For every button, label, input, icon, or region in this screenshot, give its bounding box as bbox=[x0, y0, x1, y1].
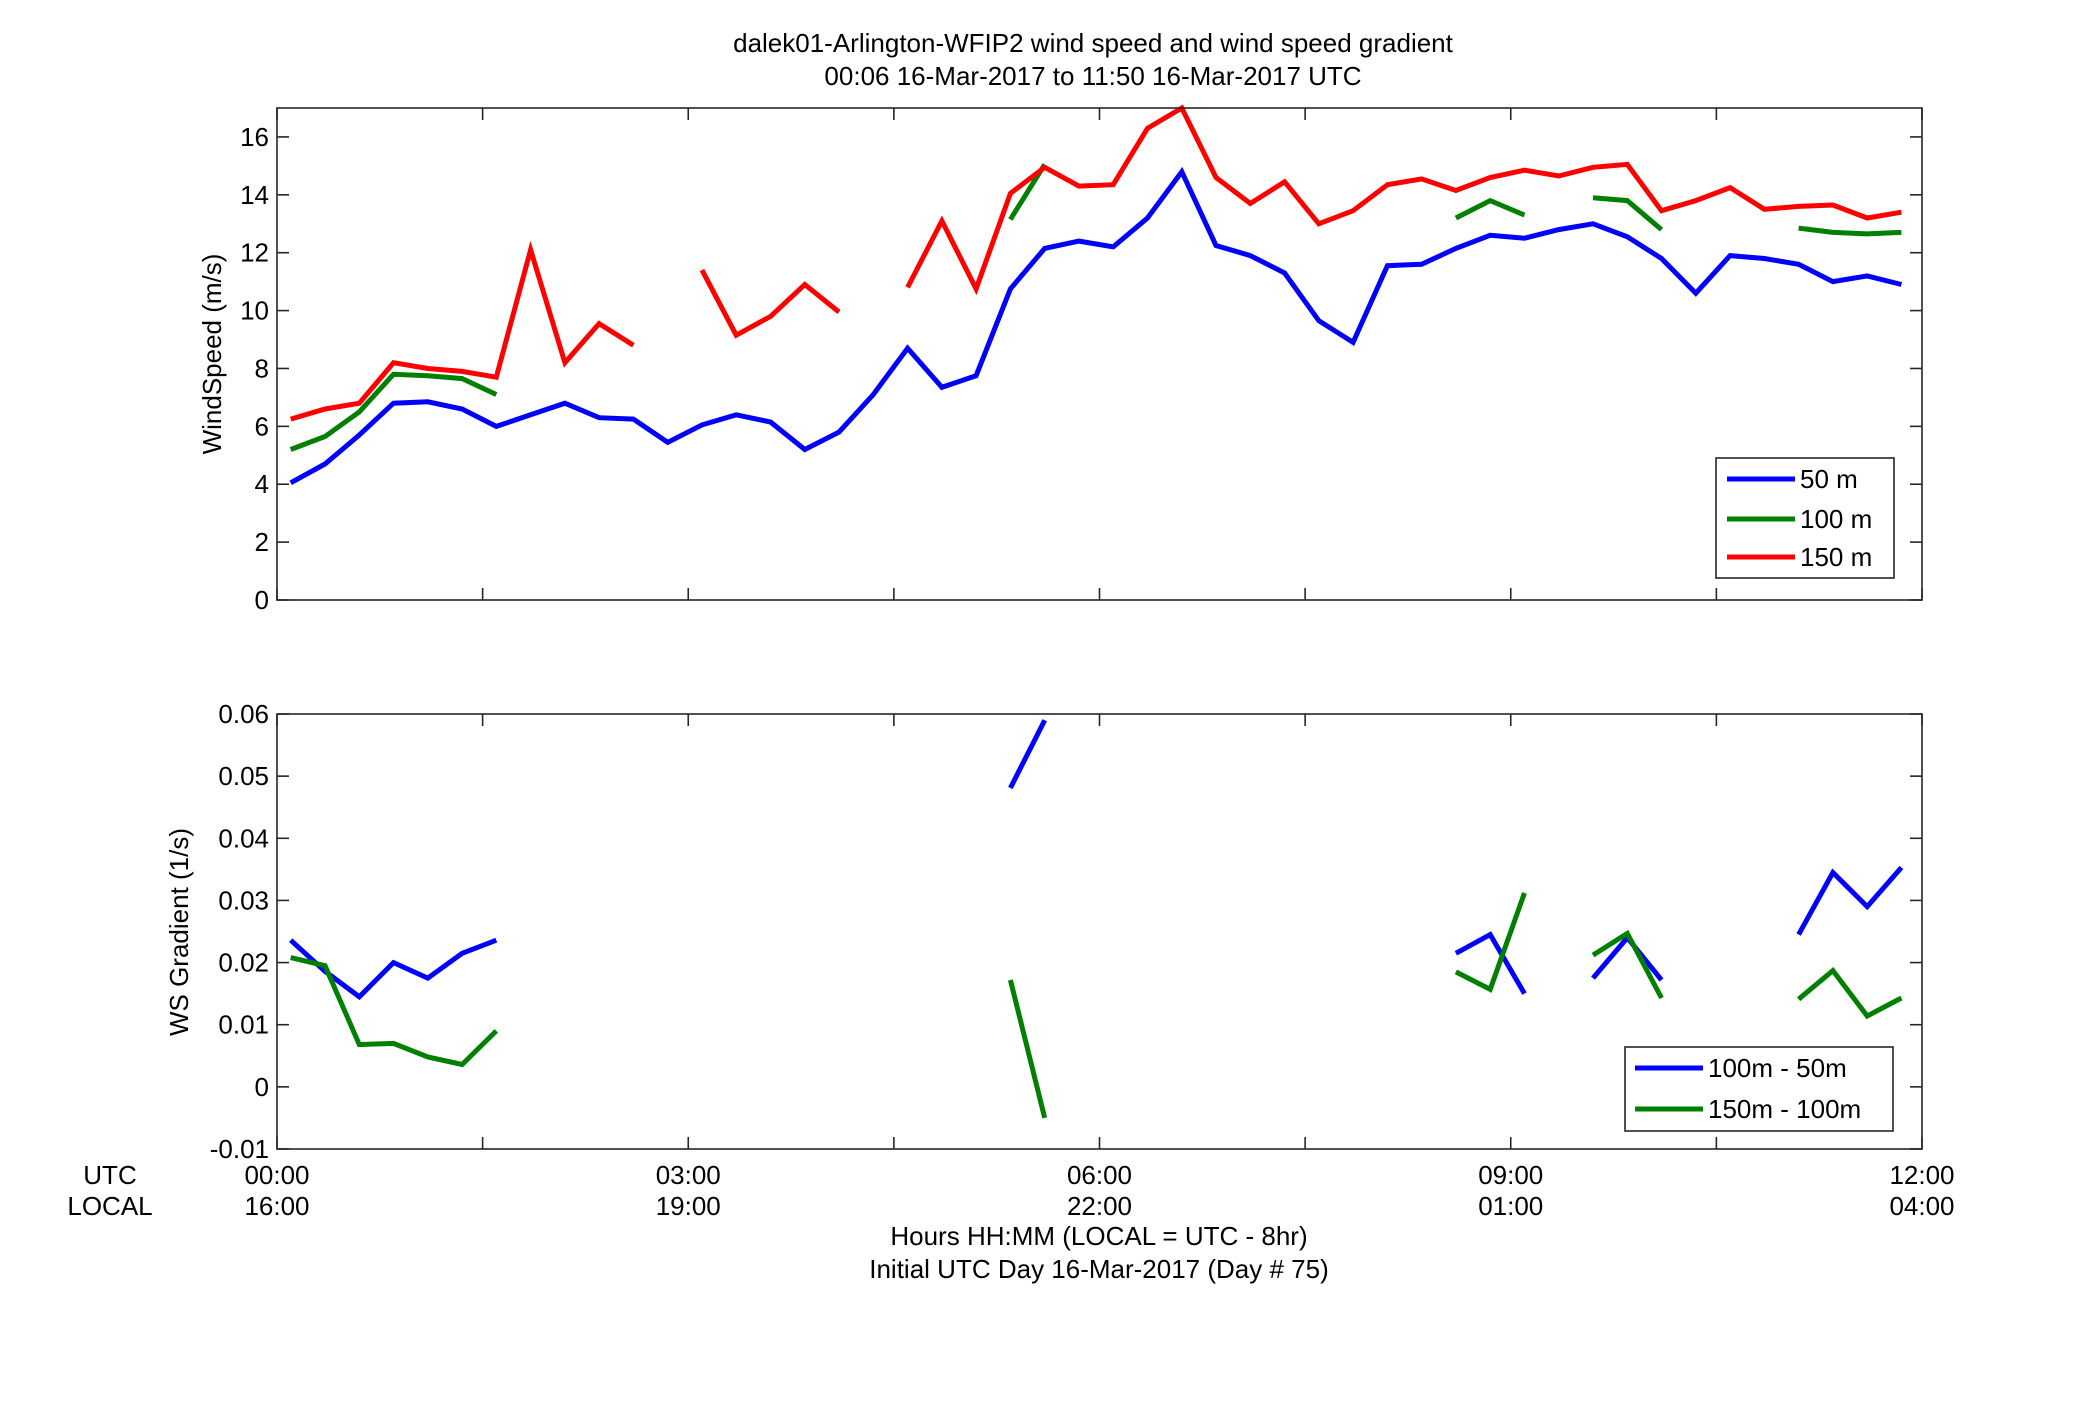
gradient-series-150m-100m-segment bbox=[1007, 979, 1048, 1119]
windspeed-series-100-m-segment bbox=[1798, 225, 1902, 237]
gradient-ytick-label: -0.01 bbox=[210, 1134, 269, 1164]
xtick-label-utc: 00:00 bbox=[244, 1160, 309, 1190]
x-axis-row-label-utc: UTC bbox=[83, 1160, 136, 1190]
gradient-ytick-label: 0.05 bbox=[218, 761, 269, 791]
x-axis-label-line1: Hours HH:MM (LOCAL = UTC - 8hr) bbox=[890, 1221, 1307, 1251]
xtick-label-local: 16:00 bbox=[244, 1191, 309, 1221]
windspeed-axis-ticks: 0 2 4 6 8 10 12 14 16 bbox=[240, 108, 1923, 615]
gradient-series-150m-100m-segment bbox=[290, 955, 499, 1068]
xtick-label-utc: 12:00 bbox=[1889, 1160, 1954, 1190]
gradient-legend: 100m - 50m 150m - 100m bbox=[1624, 1046, 1894, 1132]
gradient-series-100m-50m-segment bbox=[1796, 865, 1904, 936]
gradient-series-150m-100m-segment bbox=[1591, 929, 1664, 1000]
legend-150m-label: 150 m bbox=[1800, 542, 1872, 572]
windspeed-series-150-m-segment bbox=[699, 268, 841, 339]
windspeed-ytick-label: 14 bbox=[240, 180, 269, 210]
x-axis-row-label-local: LOCAL bbox=[67, 1191, 152, 1221]
windspeed-series-100-m-segment bbox=[1454, 197, 1526, 221]
windspeed-ytick-label: 2 bbox=[255, 527, 269, 557]
chart-title-line1: dalek01-Arlington-WFIP2 wind speed and w… bbox=[733, 28, 1454, 58]
gradient-series-lines bbox=[289, 719, 1904, 1119]
windspeed-series-100-m-segment bbox=[1592, 195, 1664, 232]
gradient-ytick-label: 0.06 bbox=[218, 699, 269, 729]
legend-100m-50m-label: 100m - 50m bbox=[1708, 1053, 1847, 1083]
windspeed-ytick-label: 16 bbox=[240, 122, 269, 152]
windspeed-panel: 0 2 4 6 8 10 12 14 16 WindSpeed (m/s) 50 m 100 m… bbox=[197, 104, 1923, 615]
windspeed-ytick-label: 8 bbox=[255, 353, 269, 383]
xtick-label-utc: 06:00 bbox=[1067, 1160, 1132, 1190]
gradient-ytick-label: 0 bbox=[255, 1072, 269, 1102]
windspeed-series-150-m-segment bbox=[289, 240, 635, 422]
gradient-legend-box bbox=[1624, 1046, 1894, 1132]
windspeed-ytick-label: 0 bbox=[255, 585, 269, 615]
windspeed-ytick-label: 12 bbox=[240, 238, 269, 268]
gradient-y-axis-label: WS Gradient (1/s) bbox=[164, 828, 194, 1036]
gradient-ytick-label: 0.04 bbox=[218, 823, 269, 853]
legend-50m-label: 50 m bbox=[1800, 464, 1858, 494]
windspeed-y-axis-label: WindSpeed (m/s) bbox=[197, 254, 227, 455]
xtick-label-local: 04:00 bbox=[1889, 1191, 1954, 1221]
gradient-series-100m-50m-segment bbox=[1008, 719, 1047, 790]
legend-150m-100m-label: 150m - 100m bbox=[1708, 1094, 1861, 1124]
xtick-label-local: 22:00 bbox=[1067, 1191, 1132, 1221]
windspeed-legend: 50 m 100 m 150 m bbox=[1715, 457, 1895, 579]
windspeed-ytick-label: 10 bbox=[240, 296, 269, 326]
gradient-panel: -0.01 0 0.01 0.02 0.03 0.04 0.05 0.06 WS Gradie… bbox=[164, 699, 1923, 1164]
x-axis-label-line2: Initial UTC Day 16-Mar-2017 (Day # 75) bbox=[869, 1254, 1329, 1284]
gradient-ytick-label: 0.02 bbox=[218, 948, 269, 978]
gradient-ytick-label: 0.03 bbox=[218, 885, 269, 915]
windspeed-ytick-label: 6 bbox=[255, 411, 269, 441]
windspeed-series-100-m-segment bbox=[289, 371, 498, 452]
xtick-label-local: 19:00 bbox=[656, 1191, 721, 1221]
gradient-ytick-label: 0.01 bbox=[218, 1010, 269, 1040]
windspeed-series-50-m-segment bbox=[289, 166, 1903, 485]
chart-title-line2: 00:06 16-Mar-2017 to 11:50 16-Mar-2017 U… bbox=[824, 61, 1361, 91]
xtick-label-utc: 09:00 bbox=[1478, 1160, 1543, 1190]
legend-100m-label: 100 m bbox=[1800, 504, 1872, 534]
gradient-series-150m-100m-segment bbox=[1796, 967, 1903, 1020]
windspeed-series-150-m-segment bbox=[905, 104, 1902, 296]
xtick-label-utc: 03:00 bbox=[656, 1160, 721, 1190]
xtick-label-local: 01:00 bbox=[1478, 1191, 1543, 1221]
gradient-series-150m-100m-segment bbox=[1454, 892, 1527, 993]
windspeed-ytick-label: 4 bbox=[255, 469, 269, 499]
gradient-axis-ticks: -0.01 0 0.01 0.02 0.03 0.04 0.05 0.06 bbox=[210, 699, 1923, 1164]
windspeed-series-lines bbox=[289, 104, 1903, 485]
gradient-series-100m-50m-segment bbox=[1454, 931, 1527, 995]
